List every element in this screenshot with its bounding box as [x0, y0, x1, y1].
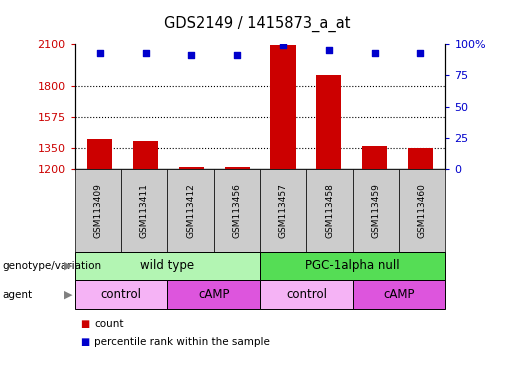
Text: ▶: ▶ [63, 261, 72, 271]
Text: PGC-1alpha null: PGC-1alpha null [305, 260, 400, 272]
Text: GSM113459: GSM113459 [371, 183, 381, 238]
Text: control: control [100, 288, 142, 301]
Point [187, 52, 196, 58]
Text: ▶: ▶ [63, 290, 72, 300]
Point [324, 47, 333, 53]
Text: GSM113412: GSM113412 [186, 183, 195, 238]
Text: cAMP: cAMP [198, 288, 230, 301]
Text: GSM113457: GSM113457 [279, 183, 288, 238]
Point [142, 50, 150, 56]
Text: cAMP: cAMP [383, 288, 415, 301]
Text: GDS2149 / 1415873_a_at: GDS2149 / 1415873_a_at [164, 15, 351, 31]
Point [279, 42, 287, 48]
Point [370, 50, 379, 56]
Text: GSM113411: GSM113411 [140, 183, 149, 238]
Text: GSM113409: GSM113409 [93, 183, 102, 238]
Point [233, 52, 242, 58]
Text: GSM113456: GSM113456 [232, 183, 242, 238]
Text: percentile rank within the sample: percentile rank within the sample [94, 337, 270, 347]
Bar [87, 139, 112, 169]
Bar [362, 146, 387, 169]
Text: ■: ■ [80, 319, 89, 329]
Point [416, 50, 424, 56]
Text: genotype/variation: genotype/variation [3, 261, 101, 271]
Text: ■: ■ [80, 337, 89, 347]
Text: count: count [94, 319, 124, 329]
Bar [225, 167, 250, 169]
Bar [316, 75, 341, 169]
Text: GSM113460: GSM113460 [418, 183, 427, 238]
Bar [270, 45, 296, 169]
Bar [408, 148, 433, 169]
Text: GSM113458: GSM113458 [325, 183, 334, 238]
Text: wild type: wild type [140, 260, 195, 272]
Bar [179, 167, 204, 169]
Bar [133, 141, 158, 169]
Text: control: control [286, 288, 327, 301]
Text: agent: agent [3, 290, 32, 300]
Point [96, 50, 104, 56]
